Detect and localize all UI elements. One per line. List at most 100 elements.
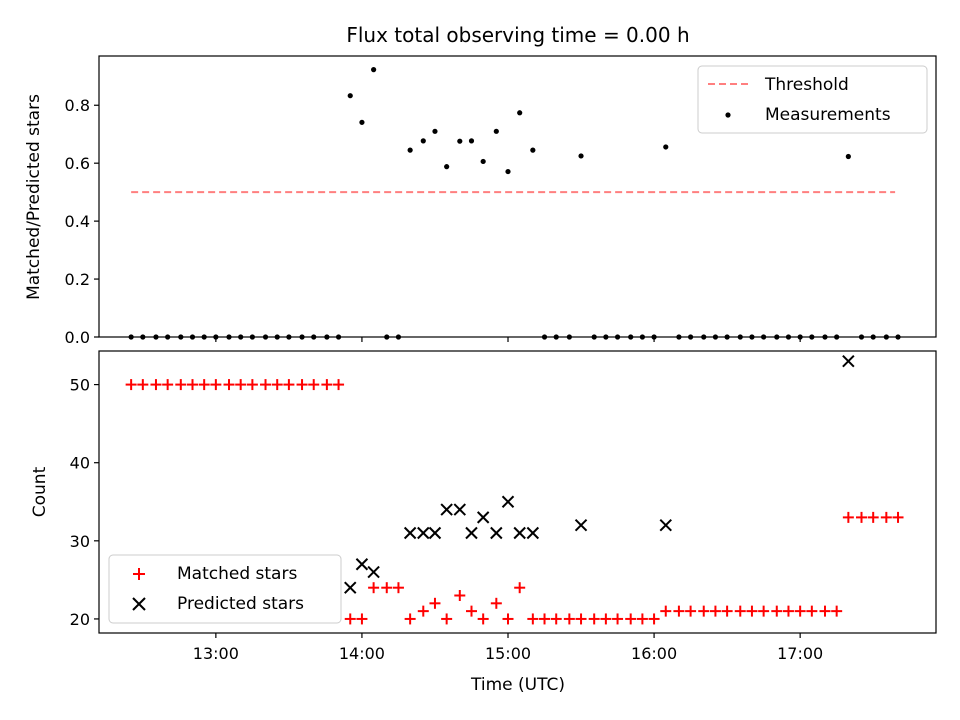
- matched-stars-point: [856, 511, 868, 523]
- measurements-legend-swatch: [725, 112, 731, 118]
- matched-stars-point: [794, 605, 806, 617]
- top-panel: 0.00.20.40.60.8 Matched/Predicted stars …: [24, 55, 937, 347]
- bottom-axes-frame: [98, 350, 937, 634]
- predicted-stars-point: [476, 511, 490, 524]
- measurements-legend-label: Measurements: [765, 105, 891, 125]
- bottom-series: [125, 354, 904, 625]
- predicted-stars-point: [659, 518, 672, 532]
- matched-stars-point: [514, 582, 526, 594]
- matched-stars-point: [698, 605, 710, 617]
- x-tick-label: 17:00: [777, 644, 823, 663]
- matched-stars-point: [831, 605, 843, 617]
- x-tick-label: 16:00: [631, 644, 677, 663]
- measurements-point: [663, 144, 669, 150]
- matched-stars-point: [806, 605, 818, 617]
- top-y-tick-label: 0.2: [65, 270, 90, 289]
- matched-stars-point: [210, 379, 222, 391]
- bottom-y-tick-label: 20: [70, 610, 90, 629]
- matched-stars-point: [771, 605, 783, 617]
- measurements-point: [480, 158, 486, 165]
- x-tick-label: 15:00: [485, 644, 531, 663]
- matched-stars-point: [880, 511, 892, 523]
- matched-stars-point: [502, 613, 514, 625]
- matched-stars-point: [137, 379, 149, 391]
- matched-stars-point: [368, 582, 380, 594]
- matched-stars-point: [782, 605, 794, 617]
- predicted-stars-point: [574, 518, 588, 532]
- matched-stars-point: [429, 597, 441, 609]
- bottom-y-tick-label: 30: [70, 532, 90, 551]
- measurements-point: [347, 93, 353, 99]
- measurements-point: [420, 138, 426, 144]
- matched-stars-point: [356, 613, 368, 625]
- top-legend-frame: [697, 65, 928, 134]
- measurements-point: [517, 110, 523, 116]
- matched-stars-point: [527, 613, 539, 625]
- matched-stars-point: [625, 613, 637, 625]
- bottom-x-axis: 13:00 14:00 15:00 16:00 17:00: [193, 633, 823, 663]
- bottom-legend: Matched stars Predicted stars: [108, 554, 342, 624]
- matched-stars-point: [539, 613, 551, 625]
- matched-stars-point: [721, 605, 733, 617]
- predicted-stars-point: [344, 581, 357, 594]
- matched-stars-point: [441, 613, 453, 625]
- matched-stars-point: [575, 613, 587, 625]
- matched-stars-point: [477, 613, 489, 625]
- matched-stars-point: [235, 379, 247, 391]
- measurements-point: [359, 119, 365, 125]
- matched-stars-point: [344, 613, 356, 625]
- matched-stars-point: [636, 613, 648, 625]
- measurements-point: [457, 138, 463, 144]
- measurements-point: [371, 67, 377, 73]
- matched-stars-point: [709, 605, 721, 617]
- bottom-y-axis-label: Count: [30, 466, 50, 517]
- matched-stars-point: [550, 613, 562, 625]
- measurements-point: [444, 164, 450, 170]
- matched-stars-point: [612, 613, 624, 625]
- predicted-stars-point: [526, 526, 540, 540]
- threshold-legend-label: Threshold: [764, 75, 849, 95]
- matched-stars-point: [404, 613, 416, 625]
- x-axis-label: Time (UTC): [470, 675, 565, 695]
- matched-stars-point: [162, 379, 174, 391]
- matched-stars-point: [417, 605, 429, 617]
- matched-stars-point: [454, 590, 466, 602]
- top-y-axis: 0.0 0.2 0.4 0.6 0.8: [65, 96, 99, 347]
- predicted-stars-point: [355, 558, 369, 571]
- measurements-point: [578, 153, 584, 159]
- measurements-point: [407, 147, 413, 153]
- matched-stars-point: [246, 379, 258, 391]
- matched-stars-point: [490, 597, 502, 609]
- matched-stars-point: [842, 511, 854, 523]
- matched-stars-point: [588, 613, 600, 625]
- matched-stars-point: [660, 605, 672, 617]
- matched-stars-point: [186, 379, 198, 391]
- matched-stars-point: [819, 605, 831, 617]
- matched-stars-point: [734, 605, 746, 617]
- matched-stars-point: [283, 379, 295, 391]
- matched-stars-point: [198, 379, 210, 391]
- top-y-tick-label: 0.0: [65, 328, 90, 347]
- matched-stars-point: [125, 379, 137, 391]
- predicted-stars-point: [490, 526, 503, 540]
- matched-stars-point: [271, 379, 283, 391]
- bottom-y-axis: 20 30 40 50: [70, 376, 99, 629]
- top-x-axis: [215, 337, 801, 342]
- predicted-stars-point: [842, 354, 855, 368]
- bottom-y-tick-label: 40: [70, 454, 90, 473]
- top-y-axis-label: Matched/Predicted stars: [24, 94, 44, 300]
- matched-stars-point: [321, 379, 333, 391]
- top-y-tick-label: 0.8: [65, 96, 90, 115]
- matched-stars-point: [333, 379, 345, 391]
- measurements-point: [432, 128, 438, 134]
- top-legend: Threshold Measurements: [697, 65, 928, 134]
- predicted-stars-point: [453, 503, 467, 516]
- matched-stars-point: [465, 605, 477, 617]
- bottom-panel: 20 30 40 50 13:00 14:00 15:00 16:00 17:00 Count…: [30, 350, 937, 695]
- x-tick-label: 13:00: [193, 644, 239, 663]
- matched-stars-point: [392, 582, 404, 594]
- matched-stars-legend-swatch: [133, 568, 145, 580]
- predicted-stars-legend-label: Predicted stars: [177, 594, 304, 614]
- matched-stars-point: [150, 379, 162, 391]
- chart-title: Flux total observing time = 0.00 h: [346, 23, 689, 47]
